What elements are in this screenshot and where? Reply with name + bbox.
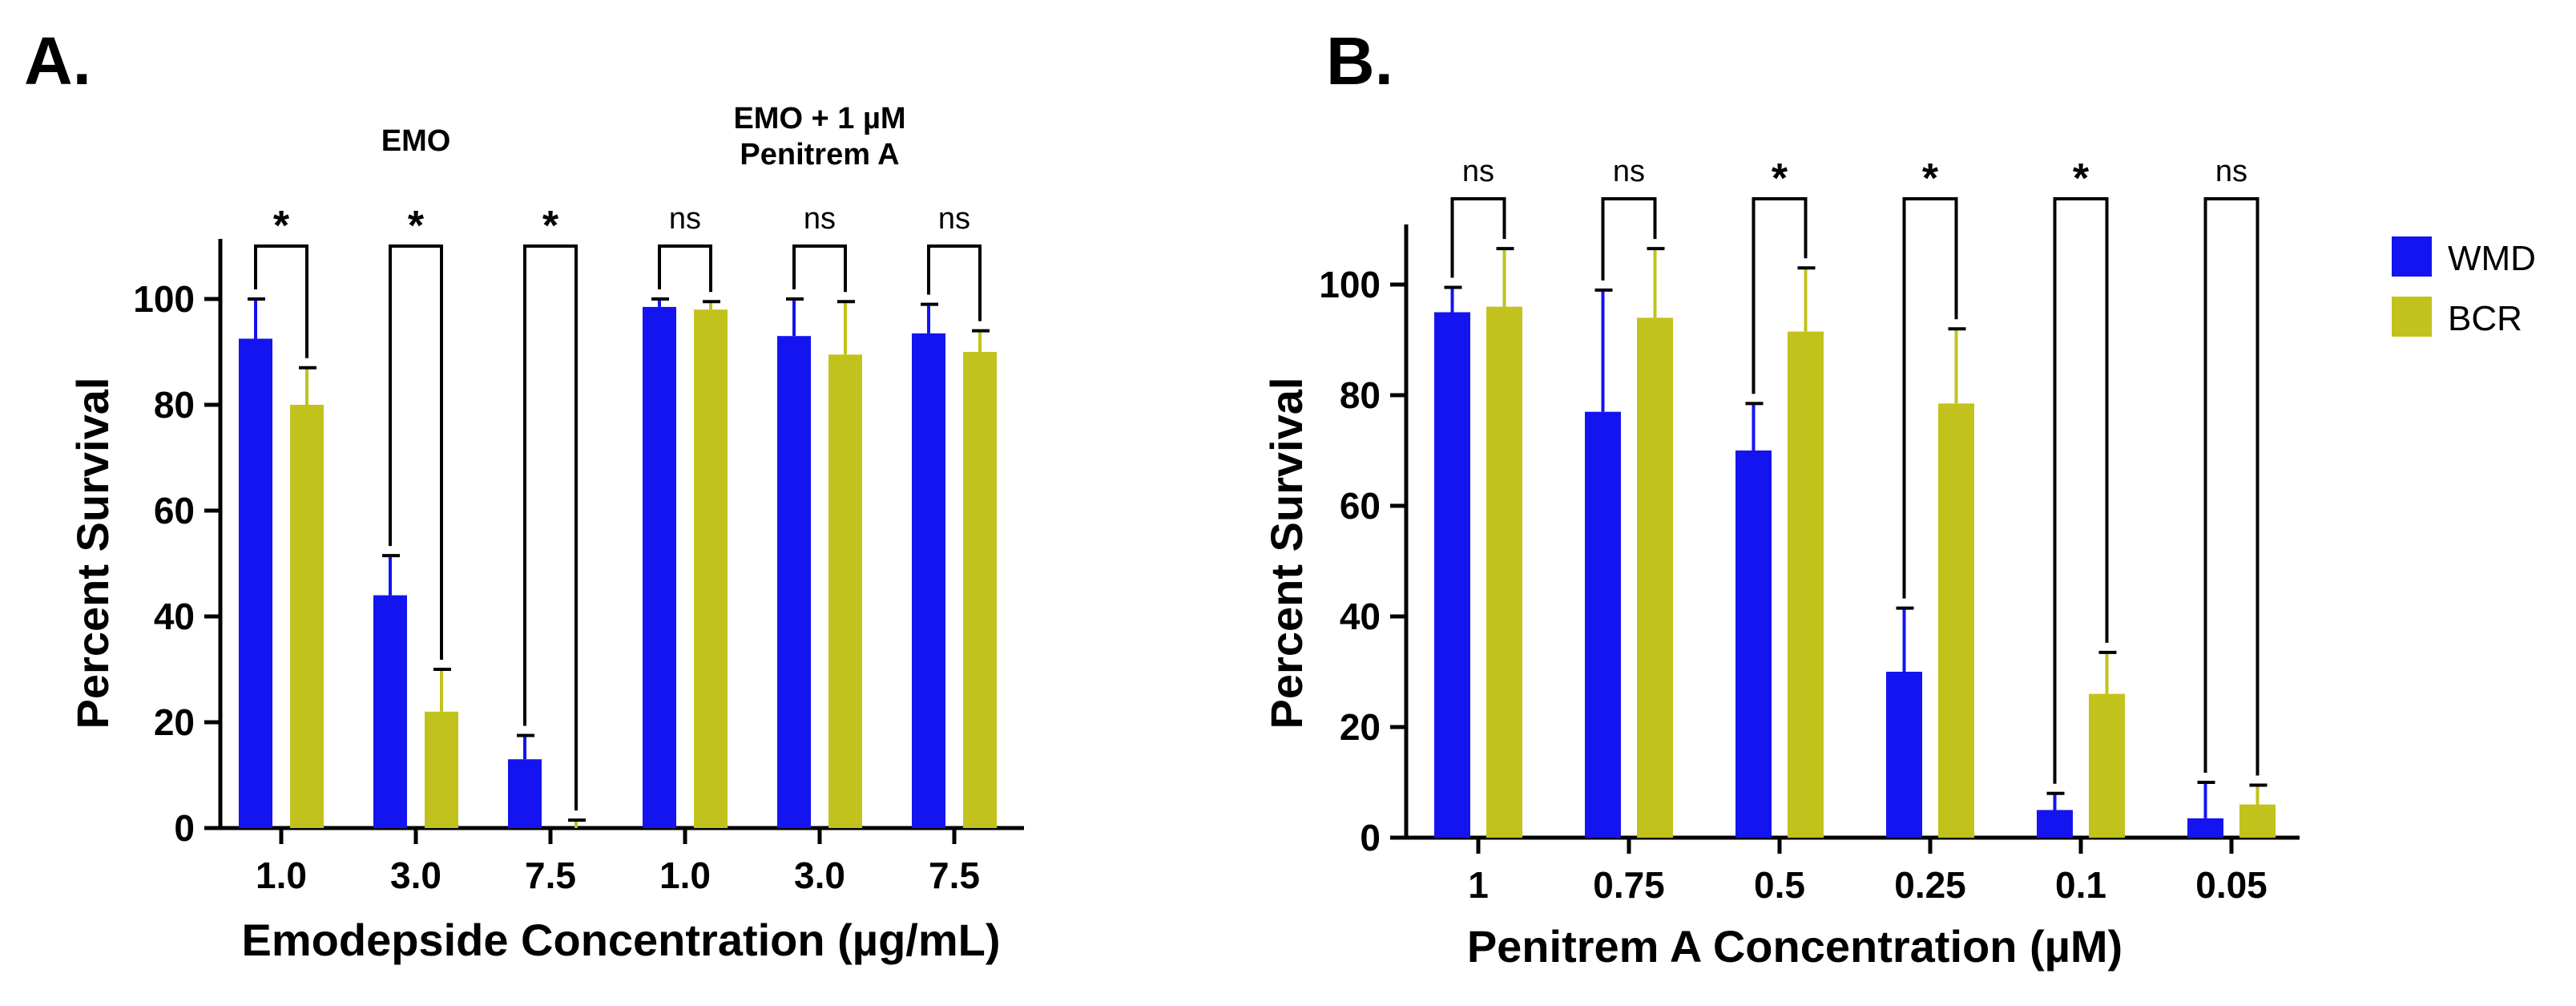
panel-a-y-tick-label: 80 <box>154 384 195 426</box>
panel-b-significance-bracket <box>1902 197 1958 599</box>
panel-a-significance-bracket <box>658 244 712 293</box>
panel-b-bar-bcr <box>1486 306 1522 838</box>
panel-a-bar-wmd <box>508 759 542 828</box>
panel-b-x-tick-label: 0.5 <box>1754 864 1805 906</box>
panel-b-bar-bcr <box>1788 331 1824 838</box>
legend-swatch-bcr <box>2392 297 2432 337</box>
panel-a-y-tick-label: 100 <box>133 278 195 320</box>
panel-a-bar-bcr <box>694 309 728 828</box>
panel-b-bar-wmd <box>1735 450 1772 838</box>
panel-b-bar-bcr <box>2239 804 2276 838</box>
panel-a-bar-wmd <box>643 306 676 828</box>
panel-b-bar-wmd <box>1434 312 1470 838</box>
panel-b-x-tick-label: 0.25 <box>1894 864 1966 906</box>
panel-b-x-tick-label: 0.05 <box>2195 864 2268 906</box>
panel-a-significance-label: * <box>542 203 559 249</box>
panel-b-bar-wmd <box>2187 818 2223 838</box>
panel-b-y-tick-label: 40 <box>1340 596 1381 637</box>
panel-b-significance-label: ns <box>2215 155 2247 188</box>
panel-b-y-tick-label: 20 <box>1340 706 1381 748</box>
panel-a-y-tick-label: 20 <box>154 701 195 743</box>
panel-a-x-tick-label: 3.0 <box>390 854 441 896</box>
panel-b-significance-label: ns <box>1613 155 1645 188</box>
panel-b-significance-bracket <box>1601 197 1657 281</box>
panel-a-significance-label: ns <box>669 202 701 236</box>
panel-a-group-label: EMO + 1 µM <box>733 102 905 135</box>
panel-a-group-label: Penitrem A <box>740 138 899 172</box>
panel-a-y-tick-label: 60 <box>154 490 195 531</box>
panel-b-y-axis-title: Percent Survival <box>1261 378 1312 729</box>
panel-a-group-label: EMO <box>381 124 451 158</box>
panel-a-bar-bcr <box>963 352 997 828</box>
panel-b-significance-label: * <box>1922 156 1939 202</box>
panel-a-significance-label: ns <box>804 202 836 236</box>
panel-b-x-axis-title: Penitrem A Concentration (µM) <box>1467 921 2122 972</box>
panel-a-significance-bracket <box>254 244 308 358</box>
panel-b-significance-label: * <box>1772 156 1788 202</box>
panel-b-x-tick-label: 1 <box>1468 864 1489 906</box>
legend-swatch-wmd <box>2392 236 2432 277</box>
panel-a-x-tick-label: 7.5 <box>525 854 576 896</box>
panel-b-significance-bracket <box>1752 197 1808 394</box>
panel-b-significance-label: ns <box>1462 155 1494 188</box>
panel-b-y-tick-label: 100 <box>1319 264 1381 305</box>
legend-label-wmd: WMD <box>2448 239 2536 278</box>
panel-a-significance-label: ns <box>938 202 970 236</box>
panel-a-label: A. <box>24 23 91 99</box>
panel-a-bar-wmd <box>912 333 945 828</box>
panel-a-bar-bcr <box>828 354 862 828</box>
panel-a-significance-bracket <box>927 244 982 321</box>
panel-b-bar-wmd <box>1886 672 1922 838</box>
panel-b-x-tick-label: 0.75 <box>1593 864 1665 906</box>
panel-a-bar-wmd <box>373 595 407 828</box>
panel-a-bar-wmd <box>777 336 811 828</box>
panel-a-bar-bcr <box>425 711 458 828</box>
panel-b-y-tick-label: 60 <box>1340 485 1381 527</box>
panel-b-significance-label: * <box>2073 156 2090 202</box>
panel-b-y-tick-label: 0 <box>1360 817 1381 859</box>
panel-a-x-tick-label: 3.0 <box>794 854 845 896</box>
panel-a-x-axis-title: Emodepside Concentration (µg/mL) <box>242 915 1001 965</box>
panel-a-bar-bcr <box>290 405 324 828</box>
panel-b-y-tick-label: 80 <box>1340 374 1381 416</box>
panel-b-bar-bcr <box>1938 403 1974 838</box>
panel-b: B. Percent Survival Penitrem A Concentra… <box>1261 23 2300 972</box>
legend-label-bcr: BCR <box>2448 299 2522 338</box>
panel-b-x-tick-label: 0.1 <box>2055 864 2106 906</box>
panel-b-bar-bcr <box>1637 317 1673 838</box>
panel-a-x-tick-label: 7.5 <box>929 854 980 896</box>
panel-a-significance-bracket <box>523 244 578 811</box>
panel-a-bar-wmd <box>239 338 272 828</box>
panel-a-significance-label: * <box>273 203 290 249</box>
panel-b-bar-wmd <box>1585 411 1621 838</box>
panel-b-label: B. <box>1326 23 1393 99</box>
panel-b-bar-bcr <box>2089 693 2125 838</box>
panel-a-y-axis-title: Percent Survival <box>67 378 118 729</box>
legend: WMD BCR <box>2392 236 2536 338</box>
panel-a-y-tick-label: 0 <box>174 807 195 849</box>
panel-b-significance-bracket <box>2203 197 2260 776</box>
panel-b-significance-bracket <box>1450 197 1506 278</box>
panel-a-y-tick-label: 40 <box>154 596 195 637</box>
panel-a-x-tick-label: 1.0 <box>659 854 711 896</box>
panel-a-significance-bracket <box>792 244 847 293</box>
panel-b-bar-wmd <box>2037 810 2073 838</box>
panel-a: A. Percent Survival Emodepside Concentra… <box>24 23 1024 965</box>
panel-b-significance-bracket <box>2053 197 2109 784</box>
panel-a-x-tick-label: 1.0 <box>256 854 307 896</box>
panel-a-significance-bracket <box>389 244 443 660</box>
panel-a-significance-label: * <box>408 203 425 249</box>
